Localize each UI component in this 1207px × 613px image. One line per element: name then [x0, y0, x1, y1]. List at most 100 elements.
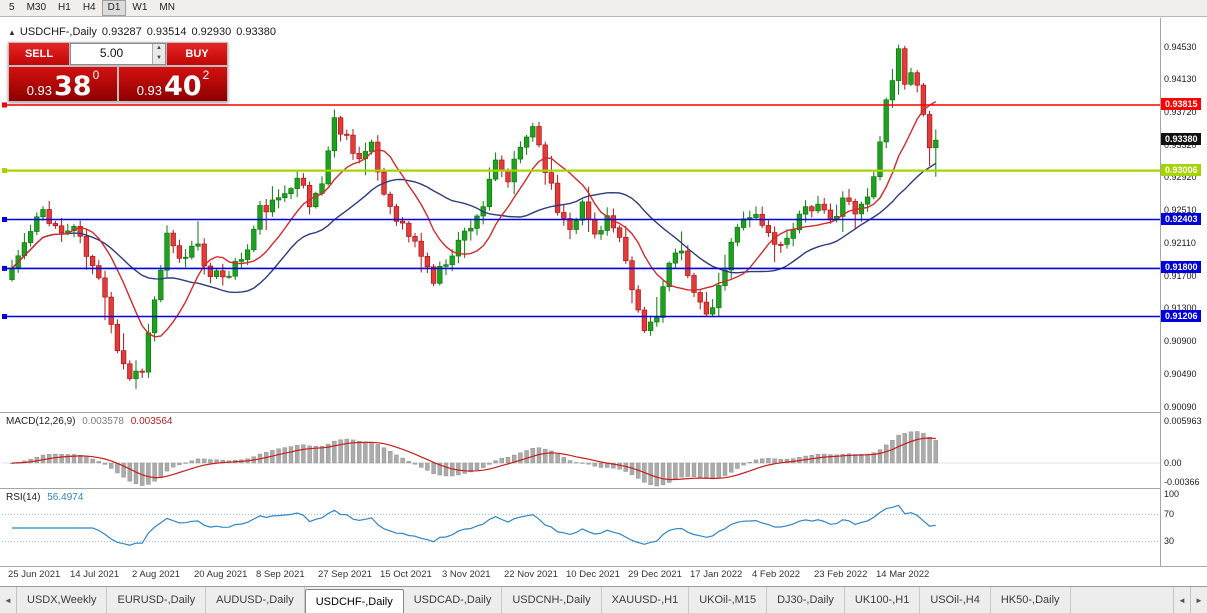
level-line-resistance-red[interactable]	[2, 102, 1160, 108]
chart-tab-usdcad-daily[interactable]: USDCAD-,Daily	[404, 587, 503, 613]
date-axis-label: 25 Jun 2021	[8, 569, 61, 580]
macd-histogram	[9, 431, 938, 487]
chart-tab-eurusd-daily[interactable]: EURUSD-,Daily	[107, 587, 207, 613]
macd-axis-label: -0.00366	[1164, 476, 1200, 487]
price-badge-support-blue-1: 0.92403	[1161, 212, 1201, 225]
price-badge-resistance-red: 0.93815	[1161, 98, 1201, 110]
date-axis-label: 3 Nov 2021	[442, 569, 491, 580]
one-click-collapse-icon[interactable]: ▲	[8, 28, 16, 37]
date-axis-label: 10 Dec 2021	[566, 569, 620, 580]
volume-down-icon[interactable]: ▼	[153, 54, 165, 64]
price-axis-label: 0.90900	[1164, 335, 1197, 346]
macd-indicator-label: MACD(12,26,9) 0.003578 0.003564	[6, 416, 176, 427]
chart-tab-usoil-h4[interactable]: USOil-,H4	[920, 587, 991, 613]
chart-tab-usdchf-daily[interactable]: USDCHF-,Daily	[304, 589, 404, 613]
volume-value[interactable]: 5.00	[99, 46, 124, 60]
tf-button-w1[interactable]: W1	[132, 2, 148, 13]
level-anchor-marker[interactable]	[2, 265, 7, 271]
price-badge-support-green: 0.93006	[1161, 163, 1201, 176]
sell-price-prefix: 0.93	[26, 82, 53, 98]
one-click-trading-panel: SELL 5.00 ▲ ▼ BUY 0.93 38 0 0.93 40 2	[8, 42, 228, 102]
price-axis-label: 0.91700	[1164, 271, 1197, 281]
macd-signal-value: 0.003564	[130, 416, 173, 427]
date-axis-label: 27 Sep 2021	[318, 569, 372, 580]
tf-button-5[interactable]: 5	[9, 2, 15, 13]
sell-price-sup: 0	[92, 68, 100, 82]
price-axis-label: 0.92920	[1164, 172, 1197, 182]
price-axis-label: 0.90490	[1164, 369, 1197, 380]
date-axis-label: 14 Jul 2021	[70, 569, 120, 580]
chart-tab-ukoil-m15[interactable]: UKOil-,M15	[689, 587, 768, 613]
level-line-support-blue-2[interactable]	[2, 265, 1160, 271]
chart-tab-bar: ◄ USDX,Weekly EURUSD-,Daily AUDUSD-,Daily U…	[0, 586, 1207, 613]
buy-price-prefix: 0.93	[136, 82, 163, 98]
price-axis-label: 0.92510	[1164, 205, 1197, 216]
buy-button[interactable]: BUY	[167, 43, 227, 65]
level-anchor-marker[interactable]	[2, 168, 7, 174]
buy-price-box[interactable]: 0.93 40 2	[119, 67, 227, 101]
price-axis-label: 0.91300	[1164, 303, 1197, 314]
macd-name: MACD(12,26,9)	[6, 416, 76, 427]
level-anchor-marker[interactable]	[2, 314, 7, 319]
tf-button-m30[interactable]: M30	[26, 2, 47, 13]
level-anchor-marker[interactable]	[2, 217, 7, 222]
rsi-axis-label: 70	[1164, 508, 1175, 519]
price-axis-label: 0.90090	[1164, 401, 1197, 412]
tab-scroll-prev-icon[interactable]: ◄	[1173, 587, 1190, 613]
macd-axis-label: 0.00	[1164, 457, 1182, 468]
rsi-axis-label: 30	[1164, 536, 1175, 547]
tf-button-h4[interactable]: H4	[82, 2, 96, 13]
volume-up-icon[interactable]: ▲	[153, 44, 165, 54]
date-axis-label: 20 Aug 2021	[194, 569, 248, 580]
tf-button-mn[interactable]: MN	[159, 2, 175, 13]
date-axis-label: 8 Sep 2021	[256, 569, 305, 580]
rsi-value: 56.4974	[47, 492, 84, 503]
price-badge-support-blue-2: 0.91800	[1161, 261, 1201, 274]
ohlc-close: 0.93380	[236, 26, 276, 38]
chart-info: ▲ USDCHF-,Daily 0.93287 0.93514 0.92930 0.933…	[8, 26, 281, 38]
level-line-support-blue-1[interactable]	[2, 217, 1160, 222]
date-axis-label: 4 Feb 2022	[752, 569, 801, 580]
date-axis-label: 15 Oct 2021	[380, 569, 432, 580]
chart-tab-usdcnh-daily[interactable]: USDCNH-,Daily	[502, 587, 602, 613]
sell-price-box[interactable]: 0.93 38 0	[9, 67, 117, 101]
chart-tab-dj30-daily[interactable]: DJ30-,Daily	[767, 587, 845, 613]
date-axis-label: 2 Aug 2021	[132, 569, 181, 580]
level-anchor-marker[interactable]	[2, 102, 7, 108]
tab-scroll-left-icon[interactable]: ◄	[0, 587, 17, 613]
tab-scroll-next-icon[interactable]: ►	[1190, 587, 1207, 613]
chart-tab-audusd-daily[interactable]: AUDUSD-,Daily	[206, 587, 305, 613]
sell-button[interactable]: SELL	[9, 43, 69, 65]
date-axis-label: 29 Dec 2021	[628, 569, 682, 580]
ohlc-high: 0.93514	[146, 26, 187, 38]
ohlc-low: 0.92930	[191, 26, 232, 38]
chart-tab-hk50-daily[interactable]: HK50-,Daily	[991, 587, 1071, 613]
volume-input[interactable]: 5.00 ▲ ▼	[70, 43, 166, 65]
chart-tab-xauusd-h1[interactable]: XAUUSD-,H1	[602, 587, 690, 613]
chart-tab-uk100-h1[interactable]: UK100-,H1	[845, 587, 921, 613]
timeframe-toolbar: 5 M30 H1 H4 D1 W1 MN	[0, 0, 1207, 17]
date-axis-label: 23 Feb 2022	[814, 569, 868, 580]
price-badge-support-blue-3: 0.91206	[1161, 309, 1201, 322]
chart-tab-usdx-weekly[interactable]: USDX,Weekly	[17, 587, 108, 613]
level-line-support-green[interactable]	[2, 168, 1160, 174]
ma-fast-line	[11, 100, 937, 338]
current-price-badge: 0.93380	[1161, 133, 1201, 146]
chart-tabs: USDX,Weekly EURUSD-,Daily AUDUSD-,Daily USD…	[17, 587, 1173, 613]
macd-axis-label: 0.005963	[1164, 415, 1202, 426]
macd-main-value: 0.003578	[82, 416, 124, 427]
macd-signal-line	[11, 437, 936, 481]
tab-scroll-right-group: ◄ ►	[1173, 587, 1207, 613]
chart-symbol-period: USDCHF-,Daily	[19, 26, 97, 38]
tf-button-h1[interactable]: H1	[58, 2, 71, 13]
price-axis-label: 0.94130	[1164, 73, 1197, 84]
level-line-support-blue-3[interactable]	[2, 314, 1160, 319]
sell-price-big: 38	[54, 70, 92, 102]
rsi-indicator-label: RSI(14) 56.4974	[6, 492, 87, 503]
date-axis-label: 17 Jan 2022	[690, 569, 743, 580]
date-axis-label: 14 Mar 2022	[876, 569, 930, 580]
tf-button-d1[interactable]: D1	[101, 0, 127, 16]
buy-price-sup: 2	[202, 68, 210, 82]
